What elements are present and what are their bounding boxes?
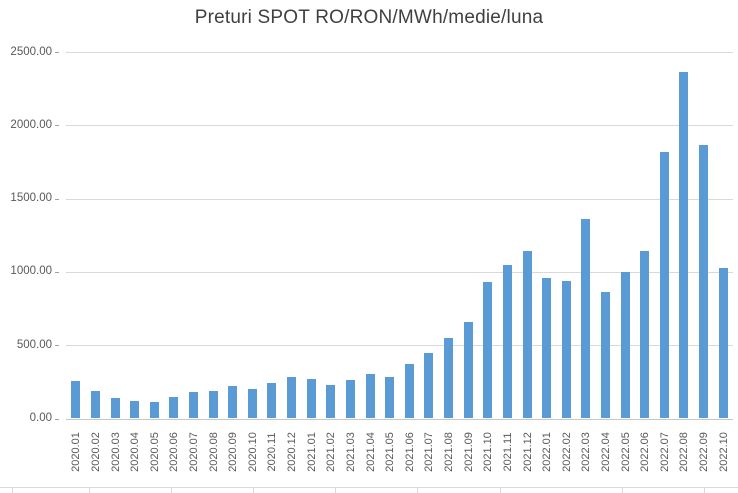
x-axis-label: 2020.05 — [148, 432, 161, 472]
x-axis-label: 2021.10 — [482, 432, 495, 472]
x-axis-label: 2020.08 — [207, 432, 220, 472]
gridline — [66, 52, 733, 53]
chart-bar-2020.06[interactable] — [169, 396, 179, 419]
y-axis-tick-label: 1500.00 — [10, 192, 52, 205]
x-axis-label: 2020.01 — [70, 432, 83, 472]
chart-bar-2021.09[interactable] — [463, 321, 473, 419]
x-axis-label: 2022.08 — [678, 432, 691, 472]
x-axis-label: 2021.01 — [305, 432, 318, 472]
x-axis-label: 2022.01 — [541, 432, 554, 472]
y-axis-tick — [55, 271, 59, 273]
x-axis-label: 2020.09 — [227, 432, 240, 472]
x-axis-label: 2020.11 — [266, 432, 279, 472]
x-axis-label: 2020.07 — [188, 432, 200, 472]
x-axis-label: 2020.12 — [286, 432, 299, 472]
chart-bar-2022.05[interactable] — [620, 271, 630, 419]
x-axis-label: 2021.06 — [403, 432, 416, 472]
x-axis-label: 2021.07 — [423, 432, 436, 472]
chart-bar-2021.07[interactable] — [424, 352, 434, 419]
x-axis-label: 2022.10 — [717, 432, 730, 472]
x-axis-label: 2022.02 — [560, 432, 573, 472]
worksheet-column-gridline — [335, 488, 336, 493]
x-axis-label: 2022.04 — [599, 432, 612, 472]
chart-bar-2021.12[interactable] — [522, 251, 532, 419]
x-axis-label: 2020.03 — [109, 432, 122, 472]
x-axis-label: 2020.04 — [129, 432, 142, 472]
worksheet-column-gridline — [500, 488, 501, 493]
x-axis-label: 2020.02 — [89, 432, 102, 472]
chart-bar-2021.08[interactable] — [444, 337, 454, 419]
worksheet-column-gridline — [704, 488, 705, 493]
chart-bar-2021.01[interactable] — [306, 378, 316, 419]
y-axis-tick — [55, 345, 59, 347]
chart-bar-2020.02[interactable] — [90, 390, 100, 419]
chart-bar-2022.03[interactable] — [581, 219, 591, 419]
y-axis-tick — [55, 198, 59, 200]
chart-bar-2020.07[interactable] — [189, 392, 198, 419]
chart-bar-2021.10[interactable] — [483, 282, 493, 419]
chart-bar-2021.11[interactable] — [502, 264, 512, 419]
chart-bar-2022.01[interactable] — [542, 278, 552, 419]
y-axis-tick — [55, 52, 59, 53]
gridline — [66, 345, 733, 347]
y-axis-tick-label: 0.00 — [29, 412, 52, 424]
worksheet-column-gridline — [89, 488, 90, 493]
x-axis-label: 2022.03 — [580, 432, 593, 472]
chart-bar-2022.08[interactable] — [679, 71, 689, 419]
x-axis-label: 2021.09 — [462, 432, 475, 472]
chart-bar-2020.05[interactable] — [149, 402, 159, 419]
chart-bar-2022.06[interactable] — [640, 251, 650, 419]
y-axis-tick-label: 500.00 — [16, 338, 52, 351]
y-axis-tick-label: 1000.00 — [10, 265, 52, 278]
x-axis-label: 2021.11 — [501, 432, 514, 472]
gridline — [66, 125, 733, 127]
chart-bar-2020.09[interactable] — [228, 386, 238, 419]
chart-bar-2020.12[interactable] — [287, 377, 297, 419]
y-axis-tick-label: 2500.00 — [10, 45, 52, 58]
x-axis-label: 2022.06 — [639, 432, 652, 472]
y-axis-tick — [55, 418, 59, 420]
chart-bar-2021.04[interactable] — [365, 373, 375, 419]
y-axis-tick-label: 2000.00 — [10, 118, 52, 131]
worksheet-column-gridline — [417, 488, 418, 493]
chart-bar-2020.08[interactable] — [208, 391, 218, 419]
chart-bar-2021.03[interactable] — [345, 380, 355, 419]
chart-bar-2022.09[interactable] — [699, 145, 709, 419]
worksheet-row-gridline — [0, 487, 738, 488]
worksheet-column-gridline — [253, 488, 254, 493]
chart-title: Preturi SPOT RO/RON/MWh/medie/luna — [194, 7, 544, 28]
x-axis-label: 2021.05 — [384, 432, 397, 472]
gridline — [66, 271, 733, 273]
x-axis-label: 2021.02 — [325, 432, 338, 472]
x-axis-label: 2020.10 — [246, 432, 259, 472]
x-axis-label: 2020.06 — [168, 432, 181, 472]
chart-bar-2022.07[interactable] — [659, 151, 669, 419]
chart-bar-2021.02[interactable] — [326, 384, 336, 419]
chart-bar-2020.04[interactable] — [130, 400, 140, 419]
x-axis-label: 2022.07 — [658, 432, 671, 472]
chart-bar-2022.02[interactable] — [561, 280, 571, 419]
x-axis-label: 2022.05 — [619, 432, 632, 472]
worksheet-column-gridline — [171, 488, 172, 493]
chart-bar-2020.10[interactable] — [247, 389, 257, 419]
worksheet-column-gridline — [12, 488, 13, 493]
x-axis-label: 2021.04 — [364, 432, 377, 472]
x-axis-label: 2022.09 — [698, 432, 711, 472]
chart-bar-2021.05[interactable] — [385, 377, 395, 419]
chart-bar-2020.11[interactable] — [267, 383, 277, 419]
y-axis-tick — [55, 125, 59, 127]
chart-bar-2020.03[interactable] — [110, 397, 120, 419]
x-axis-line — [66, 418, 733, 420]
gridline — [66, 198, 733, 200]
chart-bar-2022.10[interactable] — [718, 268, 728, 419]
x-axis-label: 2021.03 — [344, 432, 357, 472]
chart-bar-2022.04[interactable] — [600, 292, 610, 419]
worksheet-column-gridline — [622, 488, 623, 493]
chart-bar-2020.01[interactable] — [71, 381, 81, 419]
x-axis-label: 2021.08 — [443, 432, 456, 472]
chart-bar-2021.06[interactable] — [404, 364, 414, 419]
x-axis-label: 2021.12 — [521, 432, 534, 472]
